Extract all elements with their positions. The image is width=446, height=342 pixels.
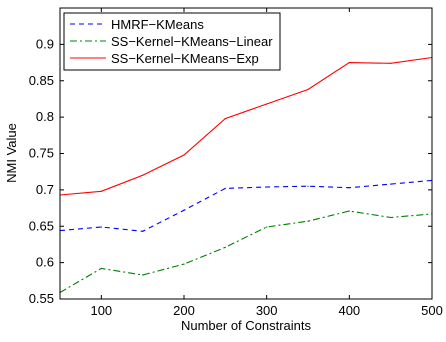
y-tick-label-1: 0.6	[36, 255, 54, 270]
data-point-0-5	[266, 186, 268, 188]
x-tick-label-4: 500	[421, 303, 443, 318]
data-point-1-3	[183, 263, 185, 265]
data-point-1-7	[348, 210, 350, 212]
y-tick-label-3: 0.7	[36, 182, 54, 197]
data-point-2-8	[390, 62, 392, 64]
x-axis-label: Number of Constraints	[181, 318, 312, 333]
data-point-2-4	[224, 118, 226, 120]
y-tick-label-5: 0.8	[36, 109, 54, 124]
series-line-1	[59, 210, 433, 293]
data-point-0-1	[100, 226, 102, 228]
data-point-0-8	[390, 183, 392, 185]
data-point-2-7	[348, 62, 350, 64]
x-tick-label-2: 300	[256, 303, 278, 318]
data-point-0-6	[307, 185, 309, 187]
series-line-2	[59, 56, 433, 196]
y-tick-label-2: 0.65	[29, 218, 54, 233]
x-tick-label-1: 200	[173, 303, 195, 318]
data-point-0-7	[348, 187, 350, 189]
data-point-0-4	[224, 187, 226, 189]
y-tick-label-7: 0.9	[36, 36, 54, 51]
legend: HMRF−KMeans SS−Kernel−KMeans−Linear SS−Ker…	[63, 12, 281, 71]
data-point-1-8	[390, 216, 392, 219]
y-tick-label-6: 0.85	[29, 73, 54, 88]
data-point-2-1	[100, 190, 102, 192]
y-tick-label-4: 0.75	[29, 146, 54, 161]
data-point-0-3	[183, 209, 185, 211]
data-point-1-2	[142, 274, 144, 276]
legend-label-1: SS−Kernel−KMeans−Linear	[111, 34, 273, 49]
data-point-1-5	[266, 226, 268, 228]
data-point-2-5	[266, 103, 268, 105]
data-point-1-6	[307, 220, 309, 222]
y-axis-label: NMI Value	[4, 123, 19, 183]
x-tick-label-3: 400	[338, 303, 360, 318]
legend-label-0: HMRF−KMeans	[111, 17, 204, 32]
data-point-1-1	[100, 267, 102, 269]
y-tick-label-0: 0.55	[29, 291, 54, 306]
data-point-1-4	[224, 246, 226, 248]
data-point-2-2	[142, 174, 144, 176]
legend-label-2: SS−Kernel−KMeans−Exp	[111, 51, 259, 66]
data-point-2-3	[183, 154, 185, 156]
ticks-layer: 100 200 300 400 500 0.55 0.6 0.65 0.7 0.75 0.8 0.85…	[29, 8, 443, 318]
data-point-0-2	[142, 230, 144, 232]
data-point-2-6	[307, 88, 309, 91]
x-tick-label-0: 100	[90, 303, 112, 318]
